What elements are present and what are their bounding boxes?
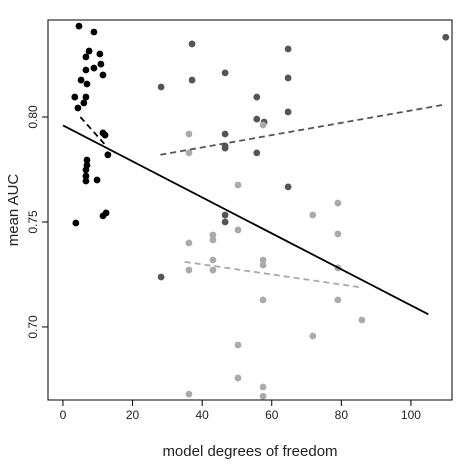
point xyxy=(96,50,104,58)
point xyxy=(221,69,229,77)
point xyxy=(83,156,91,164)
point xyxy=(185,390,193,398)
x-tick-label: 20 xyxy=(126,408,140,422)
point xyxy=(85,47,93,55)
point xyxy=(209,256,217,264)
point xyxy=(259,256,267,264)
point xyxy=(234,341,242,349)
point xyxy=(284,183,292,191)
point xyxy=(221,211,229,219)
point xyxy=(99,71,107,79)
point xyxy=(253,149,261,157)
point xyxy=(185,266,193,274)
point xyxy=(334,230,342,238)
point xyxy=(253,115,261,123)
x-axis-label: model degrees of freedom xyxy=(162,443,337,460)
point xyxy=(334,199,342,207)
point xyxy=(157,273,165,281)
point xyxy=(157,83,165,91)
point xyxy=(221,218,229,226)
point xyxy=(253,93,261,101)
point xyxy=(209,266,217,274)
point xyxy=(221,144,229,152)
point xyxy=(442,33,450,41)
point xyxy=(259,121,267,129)
point xyxy=(74,104,82,112)
plot-frame xyxy=(47,19,453,401)
point xyxy=(90,64,98,72)
point xyxy=(358,316,366,324)
point xyxy=(90,28,98,36)
point xyxy=(93,176,101,184)
point xyxy=(82,93,90,101)
point xyxy=(82,177,90,185)
point xyxy=(80,99,88,107)
point xyxy=(101,131,109,139)
point xyxy=(82,166,90,174)
y-tick-label: 0.70 xyxy=(26,315,40,339)
point xyxy=(309,332,317,340)
point xyxy=(234,374,242,382)
point xyxy=(82,53,90,61)
point xyxy=(209,236,217,244)
x-tick-label: 60 xyxy=(265,408,279,422)
point xyxy=(259,383,267,391)
fit-line xyxy=(79,116,106,145)
x-tick-label: 100 xyxy=(401,408,421,422)
point xyxy=(234,181,242,189)
point xyxy=(259,296,267,304)
point xyxy=(185,130,193,138)
point xyxy=(284,74,292,82)
point xyxy=(99,212,107,220)
point xyxy=(75,22,83,30)
point xyxy=(221,130,229,138)
point xyxy=(188,76,196,84)
point xyxy=(97,60,105,68)
point xyxy=(284,108,292,116)
x-tick-label: 40 xyxy=(195,408,209,422)
point xyxy=(284,45,292,53)
point xyxy=(259,392,267,400)
point xyxy=(82,66,90,74)
point xyxy=(83,80,91,88)
y-tick-label: 0.80 xyxy=(26,105,40,129)
fit-line xyxy=(160,103,446,156)
point xyxy=(234,226,242,234)
point xyxy=(209,231,217,239)
point xyxy=(185,149,193,157)
point xyxy=(185,239,193,247)
y-tick-label: 0.75 xyxy=(26,210,40,234)
point xyxy=(188,40,196,48)
x-tick-label: 80 xyxy=(335,408,349,422)
point xyxy=(309,211,317,219)
fit-line xyxy=(62,124,429,316)
y-axis-label: mean AUC xyxy=(5,174,22,247)
point xyxy=(104,151,112,159)
point xyxy=(334,296,342,304)
point xyxy=(259,261,267,269)
point xyxy=(72,219,80,227)
point xyxy=(71,93,79,101)
x-tick-label: 0 xyxy=(60,408,67,422)
point xyxy=(82,172,90,180)
point xyxy=(77,76,85,84)
